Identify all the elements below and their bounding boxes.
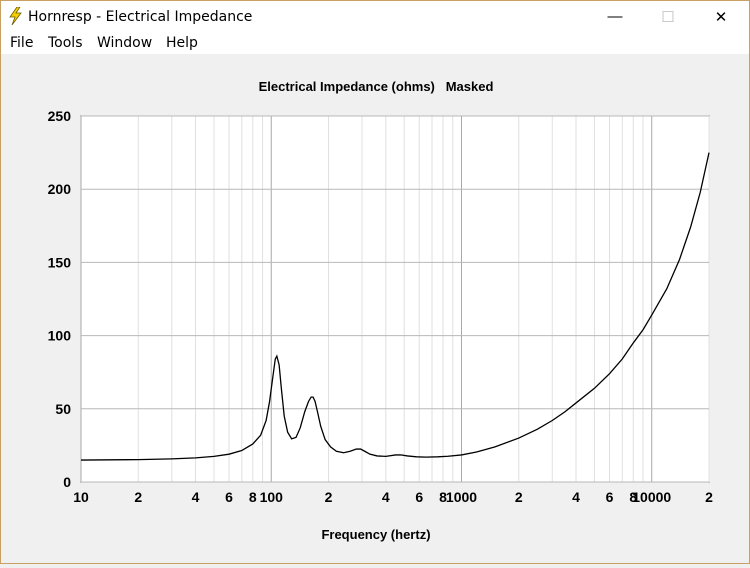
- y-tick-label: 150: [48, 254, 72, 270]
- menu-window[interactable]: Window: [97, 35, 153, 51]
- menu-bar: File Tools Window Help: [1, 32, 749, 54]
- impedance-chart: Electrical Impedance (ohms) Masked 0 50 10…: [48, 79, 713, 542]
- y-tick-label: 250: [48, 108, 72, 124]
- x-tick-label: 8: [249, 489, 257, 505]
- x-tick-label: 4: [192, 489, 200, 505]
- chart-title: Electrical Impedance (ohms) Masked: [259, 79, 494, 94]
- x-tick-label: 1000: [446, 489, 477, 505]
- chart-area: Electrical Impedance (ohms) Masked 0 50 10…: [1, 54, 749, 563]
- grid-lines: [80, 115, 710, 483]
- x-tick-label: 6: [225, 489, 233, 505]
- x-tick-label: 6: [606, 489, 614, 505]
- y-tick-label: 100: [48, 328, 72, 344]
- lightning-bolt-icon: [9, 7, 22, 25]
- title-bar[interactable]: Hornresp - Electrical Impedance — ☐ ✕: [1, 1, 749, 32]
- x-tick-label: 2: [705, 489, 713, 505]
- impedance-curve: [80, 152, 710, 461]
- x-tick-label: 2: [134, 489, 142, 505]
- y-tick-label: 200: [48, 181, 72, 197]
- y-tick-labels: 0 50 100 150 200 250: [48, 108, 72, 490]
- menu-help[interactable]: Help: [166, 35, 198, 51]
- x-axis-label: Frequency (hertz): [321, 527, 430, 542]
- x-tick-label: 2: [515, 489, 523, 505]
- maximize-button[interactable]: ☐: [661, 8, 675, 26]
- menu-file[interactable]: File: [10, 35, 34, 51]
- x-tick-label: 2: [325, 489, 333, 505]
- x-tick-label: 10000: [632, 489, 671, 505]
- x-tick-label: 100: [260, 489, 284, 505]
- y-tick-label: 50: [55, 401, 71, 417]
- window-title: Hornresp - Electrical Impedance: [28, 9, 253, 25]
- x-tick-label: 8: [439, 489, 447, 505]
- minimize-button[interactable]: —: [607, 8, 623, 25]
- menu-tools[interactable]: Tools: [48, 35, 83, 51]
- x-tick-label: 8: [629, 489, 637, 505]
- x-tick-label: 4: [572, 489, 580, 505]
- x-tick-label: 4: [382, 489, 390, 505]
- plot-background: [80, 115, 710, 483]
- close-button[interactable]: ✕: [714, 8, 728, 26]
- x-tick-label: 6: [415, 489, 423, 505]
- x-tick-label: 10: [73, 489, 89, 505]
- y-tick-label: 0: [63, 474, 71, 490]
